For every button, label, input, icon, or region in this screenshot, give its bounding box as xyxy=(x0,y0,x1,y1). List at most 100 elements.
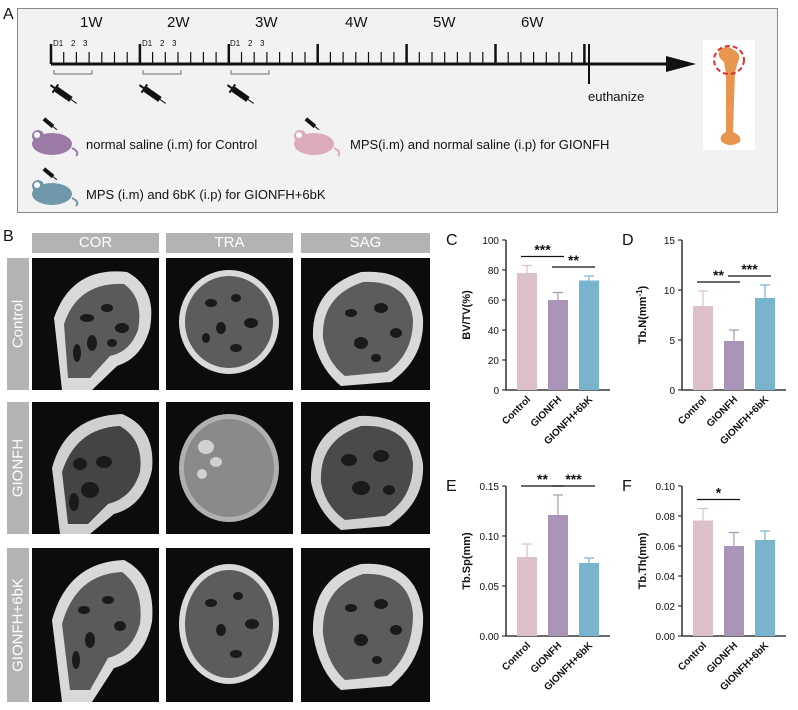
week-label: 6W xyxy=(521,14,544,31)
mouse-icon xyxy=(32,180,79,207)
y-tick-label: 0.04 xyxy=(656,572,676,583)
syringe-icon xyxy=(304,117,320,131)
y-tick-label: 60 xyxy=(488,296,500,307)
syringe-icon xyxy=(49,83,77,104)
y-tick-label: 0.02 xyxy=(656,602,676,613)
view-header-cor: COR xyxy=(32,233,159,253)
chart-tb-sp: 0.000.050.100.15Tb.Sp(mm)ControlGIONFHGI… xyxy=(461,474,610,693)
ct-image-control-cor xyxy=(32,258,159,390)
bar xyxy=(579,280,599,390)
y-tick-label: 100 xyxy=(482,236,499,247)
day-label: D1 xyxy=(142,39,153,48)
y-tick-label: 0.10 xyxy=(656,482,676,493)
y-axis-label: Tb.N(mm-1) xyxy=(635,285,650,344)
panel-label-d: D xyxy=(622,232,634,249)
panel-label-e: E xyxy=(446,478,457,495)
ct-image-gionfh-sag xyxy=(301,402,430,534)
syringe-icon xyxy=(138,83,166,104)
row-header-gionfh-6bk: GIONFH+6bK xyxy=(7,548,29,702)
day-label: D1 xyxy=(230,39,241,48)
y-tick-label: 0 xyxy=(669,386,675,397)
day-label: 3 xyxy=(83,39,88,48)
week-label: 3W xyxy=(255,14,278,31)
y-tick-label: 0.05 xyxy=(480,582,500,593)
mouse-icon xyxy=(32,130,79,157)
syringe-icon xyxy=(42,167,58,181)
bar xyxy=(579,563,599,636)
y-tick-label: 5 xyxy=(669,336,675,347)
y-tick-label: 80 xyxy=(488,266,500,277)
syringe-icon xyxy=(226,83,254,104)
timeline-arrowhead xyxy=(666,56,696,72)
chart-tb-n: 051015Tb.N(mm-1)ControlGIONFHGIONFH+6bK*… xyxy=(635,236,786,447)
bar xyxy=(724,341,744,390)
view-header-sag: SAG xyxy=(301,233,430,253)
ct-image-gionfh-6bk-cor xyxy=(32,548,159,702)
day-label: D1 xyxy=(53,39,64,48)
significance-label: ** xyxy=(537,474,548,487)
injection-bracket xyxy=(230,70,270,75)
ct-image-control-sag xyxy=(301,258,430,390)
bar xyxy=(693,520,713,636)
bar xyxy=(548,515,568,636)
y-tick-label: 0.15 xyxy=(480,482,500,493)
bar xyxy=(548,300,568,390)
y-axis-label-end: ) xyxy=(637,285,649,289)
ct-image-gionfh-cor xyxy=(32,402,159,534)
week-label: 2W xyxy=(167,14,190,31)
y-axis-label-superscript: -1 xyxy=(635,289,644,297)
significance-label: *** xyxy=(534,242,551,258)
ct-image-control-tra xyxy=(166,258,293,390)
significance-label: ** xyxy=(713,267,724,283)
bar xyxy=(517,273,537,390)
y-tick-label: 20 xyxy=(488,356,500,367)
y-tick-label: 0 xyxy=(493,386,499,397)
legend-control: normal saline (i.m) for Control xyxy=(86,137,258,152)
y-tick-label: 0.00 xyxy=(656,632,676,643)
day-label: 2 xyxy=(71,39,76,48)
y-tick-label: 10 xyxy=(664,286,676,297)
bar xyxy=(693,306,713,390)
ct-image-gionfh-6bk-sag xyxy=(301,548,430,702)
panel-label-a: A xyxy=(3,6,14,23)
mouse-icon xyxy=(294,130,341,157)
injection-bracket xyxy=(53,70,93,75)
y-axis-label: BV/TV(%) xyxy=(461,290,473,340)
injection-bracket xyxy=(142,70,182,75)
significance-label: *** xyxy=(741,261,758,277)
y-tick-label: 0.10 xyxy=(480,532,500,543)
row-header-label: GIONFH+6bK xyxy=(9,578,27,672)
week-label: 4W xyxy=(345,14,368,31)
timeline-graphic xyxy=(32,40,755,207)
panel-label-f: F xyxy=(622,478,632,495)
row-header-label: GIONFH xyxy=(9,438,27,498)
row-header-control: Control xyxy=(7,258,29,390)
y-axis-label: Tb.Sp(mm) xyxy=(461,532,473,590)
day-label: 3 xyxy=(172,39,177,48)
chart-bv-tv: 020406080100BV/TV(%)ControlGIONFHGIONFH+… xyxy=(461,236,610,447)
week-label: 1W xyxy=(80,14,103,31)
significance-label: *** xyxy=(565,474,582,487)
bar xyxy=(755,540,775,636)
chart-tb-th: 0.000.020.040.060.080.10Tb.Th(mm)Control… xyxy=(637,482,786,693)
bar xyxy=(755,298,775,390)
significance-label: ** xyxy=(568,252,579,268)
day-label: 2 xyxy=(160,39,165,48)
ct-image-gionfh-tra xyxy=(166,402,293,534)
y-axis-label: Tb.Th(mm) xyxy=(637,532,649,589)
bar xyxy=(724,546,744,636)
y-tick-label: 0.06 xyxy=(656,542,676,553)
panel-label-b: B xyxy=(3,228,14,245)
day-label: 2 xyxy=(248,39,253,48)
week-label: 5W xyxy=(433,14,456,31)
y-tick-label: 40 xyxy=(488,326,500,337)
y-tick-label: 15 xyxy=(664,236,676,247)
timeline-panel xyxy=(17,8,778,213)
bar xyxy=(517,557,537,636)
femur-icon xyxy=(703,40,755,150)
syringe-icon xyxy=(42,117,58,131)
day-label: 3 xyxy=(260,39,265,48)
view-header-tra: TRA xyxy=(166,233,293,253)
significance-label: * xyxy=(716,485,722,501)
legend-gionfh: MPS(i.m) and normal saline (i.p) for GIO… xyxy=(350,137,610,152)
